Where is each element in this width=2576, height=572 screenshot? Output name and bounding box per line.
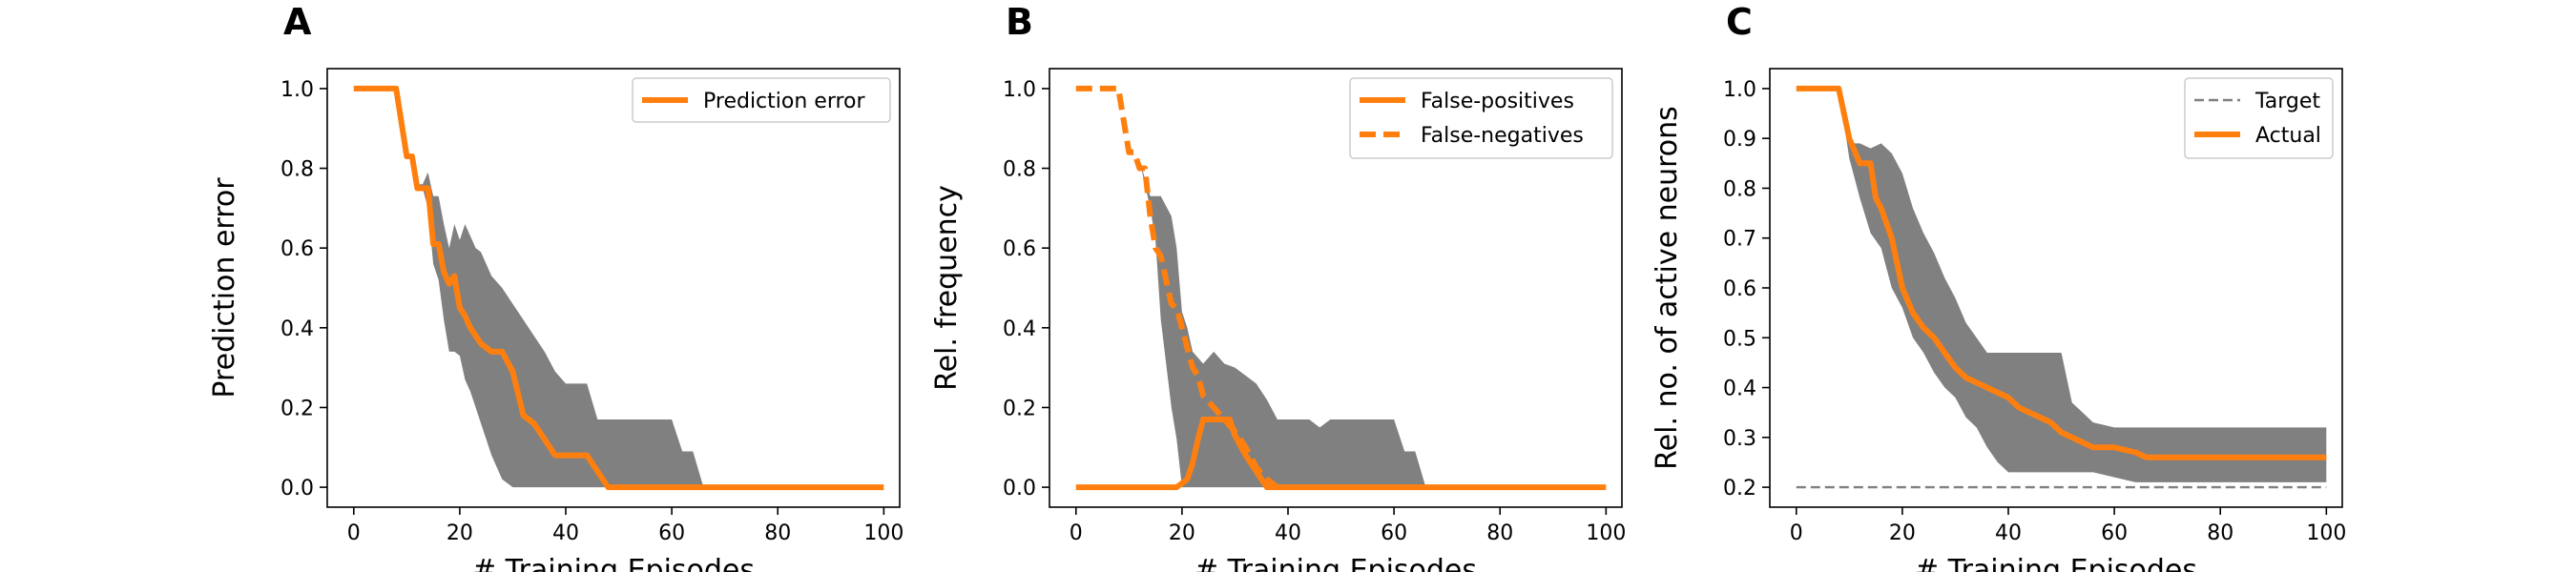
series-line-false-positives xyxy=(1075,417,1607,491)
x-tick-label: 60 xyxy=(1381,521,1407,545)
y-tick-label: 0.4 xyxy=(280,317,314,341)
x-tick-label: 0 xyxy=(1070,521,1083,545)
x-axis-label: # Training Episodes xyxy=(1195,554,1477,572)
y-tick-label: 0.2 xyxy=(280,397,314,420)
y-tick-label: 1.0 xyxy=(280,78,314,102)
legend: Prediction error xyxy=(632,77,891,123)
x-tick-label: 100 xyxy=(1586,521,1626,545)
x-tick-label: 60 xyxy=(2101,521,2128,545)
y-tick-label: 0.5 xyxy=(1723,327,1756,351)
legend-label: Actual xyxy=(2255,124,2321,148)
legend-box xyxy=(1349,77,1613,159)
panel-label: B xyxy=(1006,1,1033,43)
y-tick-label: 1.0 xyxy=(1723,78,1756,102)
y-tick-label: 0.3 xyxy=(1723,427,1756,451)
series-line-prediction-error xyxy=(353,85,884,491)
x-tick-label: 40 xyxy=(552,521,579,545)
chart-panel-a: 0 20 40 60 80 100 0.0 0.2 0.4 0.6 0.8 1.0 # Training… xyxy=(208,1,904,572)
legend-label: False-positives xyxy=(1421,90,1574,113)
x-tick-label: 20 xyxy=(447,521,473,545)
series-line-false-negatives xyxy=(1075,85,1279,490)
y-tick-label: 1.0 xyxy=(1003,78,1036,102)
x-tick-label: 80 xyxy=(764,521,791,545)
x-tick-label: 0 xyxy=(347,521,361,545)
legend-box xyxy=(2184,77,2334,159)
y-axis-label: Rel. no. of active neurons xyxy=(1651,106,1684,470)
y-tick-label: 0.4 xyxy=(1003,317,1036,341)
y-tick-label: 0.2 xyxy=(1003,397,1036,420)
legend-label: Prediction error xyxy=(703,90,865,113)
x-tick-label: 0 xyxy=(1790,521,1803,545)
x-tick-label: 60 xyxy=(658,521,685,545)
y-tick-label: 0.9 xyxy=(1723,128,1756,152)
chart-panel-b: 0 20 40 60 80 100 0.0 0.2 0.4 0.6 0.8 1.0 # Training… xyxy=(930,1,1626,572)
y-tick-label: 0.8 xyxy=(1723,177,1756,201)
x-tick-label: 20 xyxy=(1889,521,1916,545)
legend-label: Target xyxy=(2254,90,2320,113)
x-axis-label: # Training Episodes xyxy=(1915,554,2197,572)
y-tick-label: 0.4 xyxy=(1723,378,1756,401)
y-tick-label: 0.6 xyxy=(1003,237,1036,261)
confidence-band xyxy=(353,88,884,488)
y-tick-label: 0.8 xyxy=(280,158,314,182)
y-tick-label: 0.2 xyxy=(1723,477,1756,500)
y-tick-label: 0.0 xyxy=(280,477,314,500)
legend-label: False-negatives xyxy=(1421,124,1584,148)
y-tick-label: 0.0 xyxy=(1003,477,1036,500)
x-tick-label: 80 xyxy=(1486,521,1513,545)
y-tick-label: 0.6 xyxy=(280,237,314,261)
x-axis-label: # Training Episodes xyxy=(472,554,755,572)
y-tick-label: 0.6 xyxy=(1723,277,1756,301)
x-tick-label: 100 xyxy=(863,521,904,545)
y-tick-label: 0.7 xyxy=(1723,228,1756,252)
series-line-actual xyxy=(1796,85,2327,460)
x-tick-label: 100 xyxy=(2306,521,2346,545)
plot-frame xyxy=(326,68,901,508)
legend: False-positives False-negatives xyxy=(1349,77,1613,159)
y-tick-label: 0.8 xyxy=(1003,158,1036,182)
x-tick-label: 40 xyxy=(1275,521,1301,545)
x-tick-label: 80 xyxy=(2207,521,2233,545)
legend-box xyxy=(632,77,891,123)
x-tick-label: 20 xyxy=(1169,521,1195,545)
y-axis-label: Rel. frequency xyxy=(930,185,964,391)
confidence-band xyxy=(1075,88,1607,488)
legend: Target Actual xyxy=(2184,77,2334,159)
x-tick-label: 40 xyxy=(1995,521,2022,545)
panel-label: C xyxy=(1726,1,1753,43)
plot-frame xyxy=(1049,68,1623,508)
y-axis-label: Prediction error xyxy=(208,177,241,398)
chart-panel-c: 0 20 40 60 80 100 0.2 0.3 0.4 0.5 0.6 0.7 0.8 0.9 1.0 #… xyxy=(1651,1,2346,572)
panel-label: A xyxy=(283,1,312,43)
